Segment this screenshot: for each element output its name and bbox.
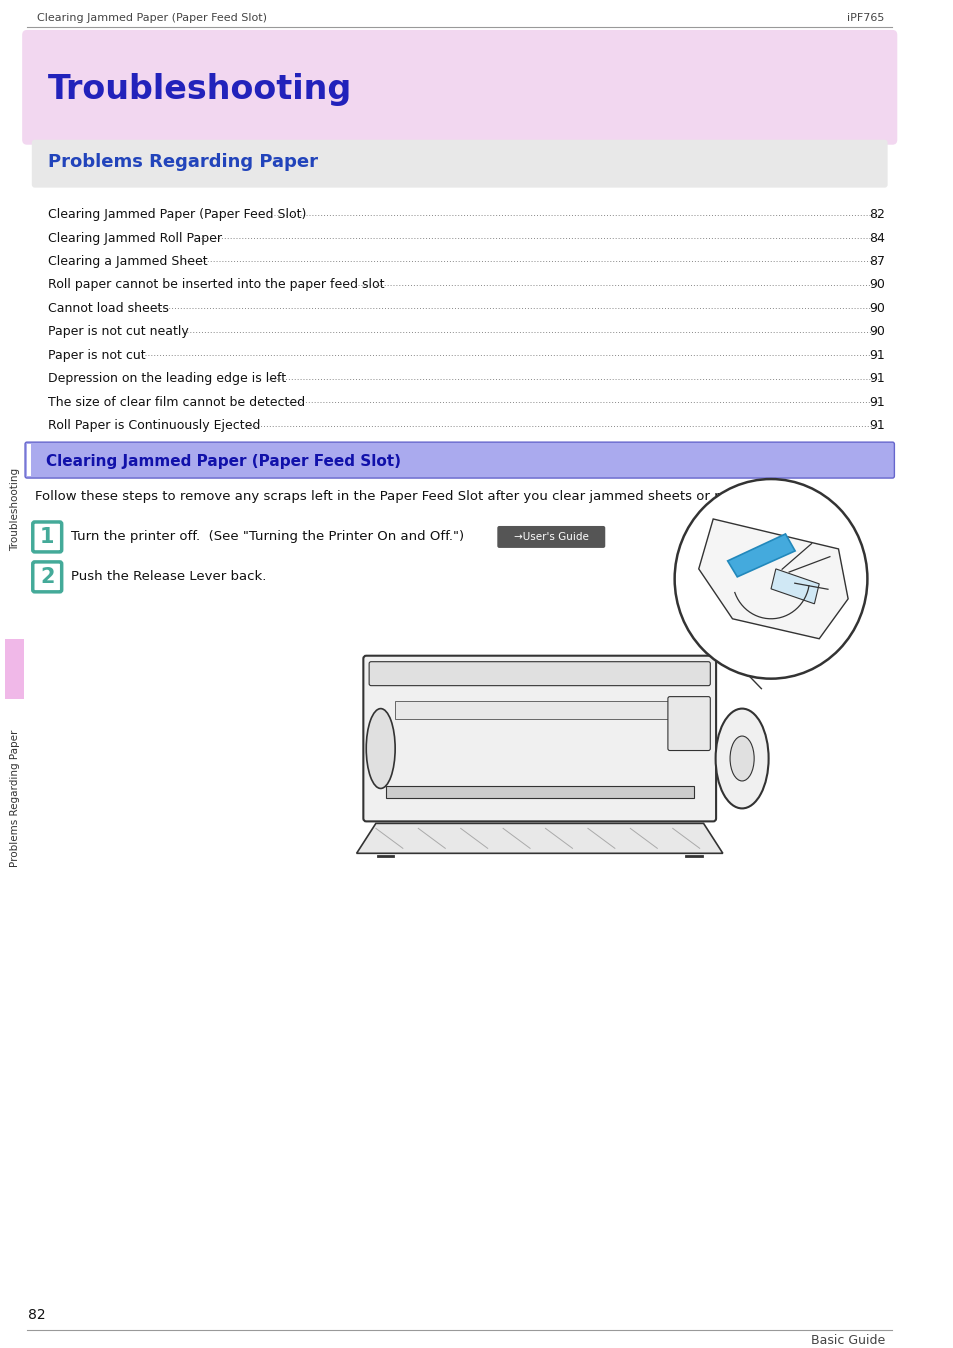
Text: Basic Guide: Basic Guide xyxy=(810,1335,883,1347)
Ellipse shape xyxy=(729,736,754,780)
Text: Turn the printer off.  (See "Turning the Printer On and Off."): Turn the printer off. (See "Turning the … xyxy=(71,531,464,543)
Text: Problems Regarding Paper: Problems Regarding Paper xyxy=(49,152,318,171)
Text: Cannot load sheets: Cannot load sheets xyxy=(49,302,169,315)
Text: Depression on the leading edge is left: Depression on the leading edge is left xyxy=(49,372,286,386)
Text: Troubleshooting: Troubleshooting xyxy=(49,73,352,106)
Bar xyxy=(5,639,24,698)
Polygon shape xyxy=(727,534,794,577)
FancyBboxPatch shape xyxy=(25,442,894,479)
Bar xyxy=(27,443,30,476)
Text: 90: 90 xyxy=(868,279,883,291)
Polygon shape xyxy=(698,519,847,639)
FancyBboxPatch shape xyxy=(667,697,710,751)
Ellipse shape xyxy=(366,709,395,789)
FancyBboxPatch shape xyxy=(363,655,716,821)
Text: →User's Guide: →User's Guide xyxy=(514,532,588,542)
Text: Problems Regarding Paper: Problems Regarding Paper xyxy=(10,729,20,867)
FancyBboxPatch shape xyxy=(32,522,62,551)
FancyBboxPatch shape xyxy=(22,30,897,144)
Text: Follow these steps to remove any scraps left in the Paper Feed Slot after you cl: Follow these steps to remove any scraps … xyxy=(34,489,780,503)
Text: 1: 1 xyxy=(40,527,54,547)
Text: 82: 82 xyxy=(28,1309,46,1322)
Text: Clearing Jammed Roll Paper: Clearing Jammed Roll Paper xyxy=(49,232,222,244)
Text: 91: 91 xyxy=(868,419,883,433)
Text: 90: 90 xyxy=(868,302,883,315)
FancyBboxPatch shape xyxy=(31,140,886,187)
Text: 90: 90 xyxy=(868,325,883,338)
Bar xyxy=(395,701,683,718)
Text: Push the Release Lever back.: Push the Release Lever back. xyxy=(71,570,267,584)
Ellipse shape xyxy=(715,709,768,809)
Text: 2: 2 xyxy=(40,568,54,586)
Text: iPF765: iPF765 xyxy=(846,13,883,23)
Text: Clearing Jammed Paper (Paper Feed Slot): Clearing Jammed Paper (Paper Feed Slot) xyxy=(46,453,401,469)
Text: 91: 91 xyxy=(868,349,883,361)
Bar xyxy=(385,786,693,798)
Polygon shape xyxy=(356,824,722,853)
Text: Roll paper cannot be inserted into the paper feed slot: Roll paper cannot be inserted into the p… xyxy=(49,279,384,291)
Polygon shape xyxy=(770,569,819,604)
Text: Clearing Jammed Paper (Paper Feed Slot): Clearing Jammed Paper (Paper Feed Slot) xyxy=(36,13,266,23)
Text: 84: 84 xyxy=(868,232,883,244)
FancyBboxPatch shape xyxy=(497,526,604,547)
Text: Paper is not cut: Paper is not cut xyxy=(49,349,146,361)
Text: Roll Paper is Continuously Ejected: Roll Paper is Continuously Ejected xyxy=(49,419,260,433)
Text: 91: 91 xyxy=(868,372,883,386)
Text: The size of clear film cannot be detected: The size of clear film cannot be detecte… xyxy=(49,396,305,408)
FancyBboxPatch shape xyxy=(32,562,62,592)
Text: Clearing a Jammed Sheet: Clearing a Jammed Sheet xyxy=(49,255,208,268)
Text: Clearing Jammed Paper (Paper Feed Slot): Clearing Jammed Paper (Paper Feed Slot) xyxy=(49,208,306,221)
Text: Troubleshooting: Troubleshooting xyxy=(10,468,20,550)
Circle shape xyxy=(674,479,866,678)
FancyBboxPatch shape xyxy=(369,662,710,686)
Text: 91: 91 xyxy=(868,396,883,408)
Text: Paper is not cut neatly: Paper is not cut neatly xyxy=(49,325,189,338)
FancyBboxPatch shape xyxy=(27,443,30,476)
Text: 87: 87 xyxy=(868,255,883,268)
Text: 82: 82 xyxy=(868,208,883,221)
